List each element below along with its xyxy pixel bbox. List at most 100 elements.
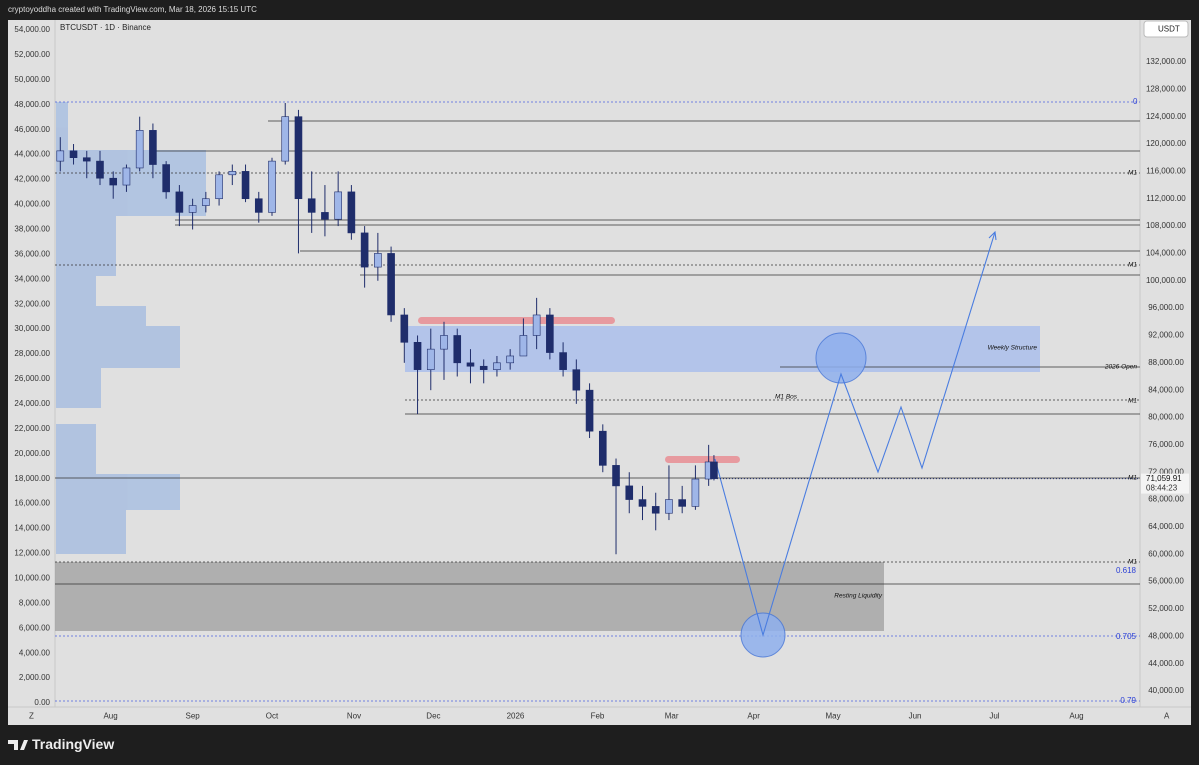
candle-body xyxy=(638,499,647,507)
candle-body xyxy=(710,461,718,479)
candle-body xyxy=(585,389,594,432)
candle-body xyxy=(294,116,303,200)
candle-body xyxy=(559,352,567,370)
brand-logo: TradingView xyxy=(8,736,114,752)
y2ticks-label: 0.00 xyxy=(34,698,50,707)
yticks-label: 76,000.00 xyxy=(1148,440,1184,449)
x-tick-label: Jul xyxy=(989,712,999,721)
z-button-label[interactable]: Z xyxy=(29,712,34,721)
candle-body xyxy=(625,485,634,500)
a-button-label[interactable]: A xyxy=(1164,712,1170,721)
candle-body xyxy=(493,362,501,370)
candle-body xyxy=(678,499,686,507)
levels xyxy=(55,120,1140,585)
yticks-label: 100,000.00 xyxy=(1146,276,1187,285)
profile-bar xyxy=(56,150,206,216)
chart-title: BTCUSDT · 1D · Binance xyxy=(60,23,152,32)
y2ticks-label: 20,000.00 xyxy=(14,449,50,458)
profile-bar xyxy=(56,510,126,554)
z-button[interactable] xyxy=(10,710,52,723)
x-tick-label: Oct xyxy=(266,712,279,721)
y2ticks-label: 2,000.00 xyxy=(19,673,51,682)
last-price-box xyxy=(1141,473,1189,494)
y2ticks-label: 6,000.00 xyxy=(19,623,51,632)
annotation: 2026 Open xyxy=(1104,364,1138,371)
x-tick-label: May xyxy=(825,712,840,721)
candle-body xyxy=(466,362,475,367)
candle-body xyxy=(69,150,78,159)
y2ticks-label: 52,000.00 xyxy=(14,50,50,59)
profile-bar xyxy=(56,306,146,326)
y2ticks-label: 14,000.00 xyxy=(14,524,50,533)
x-tick-label: Aug xyxy=(103,712,117,721)
annotation: M1 xyxy=(1128,170,1137,177)
weekly-structure-zone xyxy=(405,326,1040,372)
profile-bar xyxy=(56,424,96,474)
yticks-label: 64,000.00 xyxy=(1148,522,1184,531)
yticks-label: 72,000.00 xyxy=(1148,467,1184,476)
profile-bar xyxy=(56,102,68,150)
resistance-marker xyxy=(665,456,740,463)
candle-body xyxy=(413,342,422,370)
x-tick-label: Apr xyxy=(747,712,760,721)
x-tick-label: Sep xyxy=(185,712,200,721)
candle-body xyxy=(82,157,91,162)
y2ticks-label: 38,000.00 xyxy=(14,224,50,233)
yticks-label: 112,000.00 xyxy=(1146,194,1186,203)
candle-body xyxy=(572,369,581,391)
yticks-label: 52,000.00 xyxy=(1148,604,1184,613)
annotation: 0 xyxy=(1133,97,1138,106)
candle-body xyxy=(651,506,660,514)
candle-body xyxy=(347,191,356,234)
candle-body xyxy=(109,177,118,186)
projection-path xyxy=(714,231,996,638)
y2ticks-label: 36,000.00 xyxy=(14,249,50,258)
annotation: M1 Bos xyxy=(775,394,798,401)
y2ticks-label: 12,000.00 xyxy=(14,549,50,558)
candle-body xyxy=(387,253,395,316)
candle-body xyxy=(506,355,514,364)
y2ticks-label: 32,000.00 xyxy=(14,299,50,308)
annotation: M1 xyxy=(1128,262,1137,269)
yticks-label: 124,000.00 xyxy=(1146,112,1187,121)
currency[interactable]: USDT xyxy=(1158,25,1180,34)
x-tick-label: Nov xyxy=(347,712,361,721)
annotation: 0.618 xyxy=(1116,566,1137,575)
candle-body xyxy=(532,314,541,336)
candle-body xyxy=(519,335,528,357)
y2ticks-label: 16,000.00 xyxy=(14,499,50,508)
profile-bar xyxy=(56,474,180,510)
y2ticks-label: 22,000.00 xyxy=(14,424,50,433)
candle-body xyxy=(453,335,462,364)
candle-body xyxy=(546,314,554,353)
y2ticks-label: 18,000.00 xyxy=(14,474,50,483)
x-tick-label: Dec xyxy=(426,712,440,721)
profile-bar xyxy=(56,326,180,368)
yticks-label: 128,000.00 xyxy=(1146,84,1187,93)
y2ticks-label: 8,000.00 xyxy=(19,598,51,607)
candle-body xyxy=(400,314,409,343)
fib-levels xyxy=(55,101,1140,702)
yticks-label: 80,000.00 xyxy=(1148,413,1184,422)
y2ticks-label: 30,000.00 xyxy=(14,324,50,333)
brand-name: TradingView xyxy=(32,736,114,752)
yticks-label: 108,000.00 xyxy=(1146,221,1187,230)
annotation: M1 xyxy=(1128,398,1137,405)
yticks-label: 120,000.00 xyxy=(1146,139,1187,148)
x-tick-label: Aug xyxy=(1069,712,1083,721)
candle-body xyxy=(281,116,290,162)
yticks-label: 96,000.00 xyxy=(1148,303,1184,312)
resistance-marker xyxy=(418,317,615,324)
candle-body xyxy=(440,335,448,350)
candle-body xyxy=(162,164,170,193)
yticks-label: 116,000.00 xyxy=(1146,166,1186,175)
candle-body xyxy=(135,130,144,169)
y2ticks-label: 40,000.00 xyxy=(14,200,50,209)
x-tick-label: Feb xyxy=(591,712,605,721)
candle-body xyxy=(241,171,250,200)
currency-box[interactable] xyxy=(1143,20,1189,38)
y2ticks-label: 28,000.00 xyxy=(14,349,50,358)
last-price-label: 71,059.91 xyxy=(1146,474,1182,483)
candle-body xyxy=(374,253,382,268)
